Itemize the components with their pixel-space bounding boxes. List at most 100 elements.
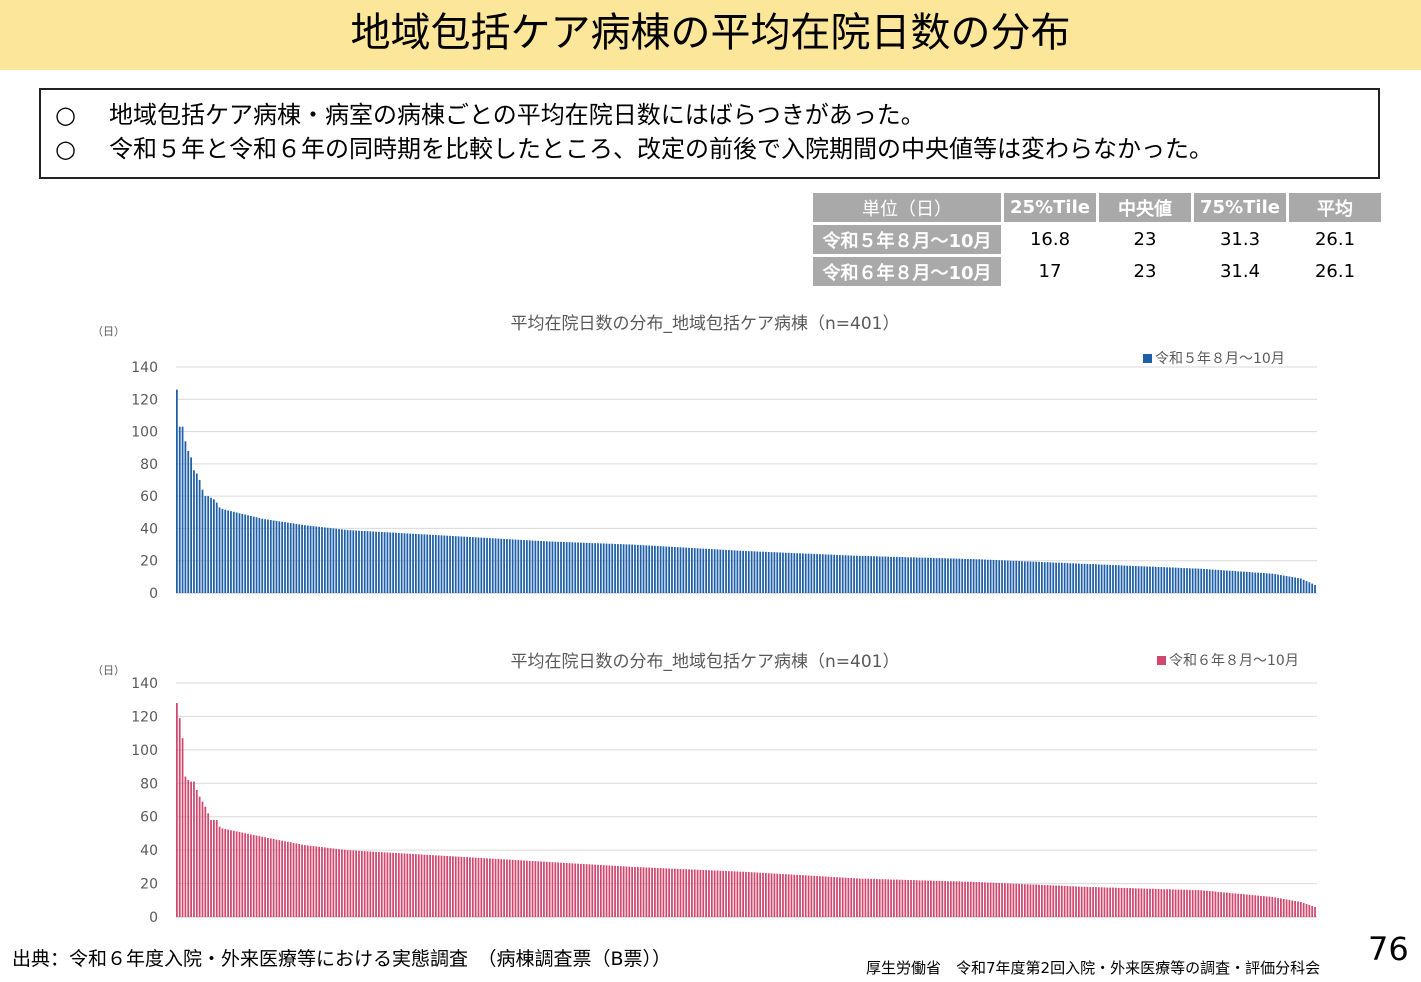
bar — [1117, 565, 1120, 593]
bar — [560, 541, 562, 593]
bar — [875, 556, 878, 593]
bar — [804, 553, 807, 593]
bar — [1274, 574, 1277, 593]
bar — [1106, 887, 1109, 917]
bar — [907, 880, 910, 917]
bar — [904, 557, 907, 593]
bar — [816, 876, 818, 917]
bar — [212, 499, 215, 593]
bar — [1243, 571, 1245, 593]
bar — [1223, 570, 1225, 593]
bar — [500, 538, 503, 593]
page-number: 76 — [1368, 930, 1409, 968]
bar — [1049, 885, 1052, 917]
bar — [1234, 571, 1237, 593]
bar — [392, 852, 395, 917]
bar — [568, 542, 571, 593]
y-tick-label: 100 — [131, 743, 158, 759]
bar — [981, 882, 983, 917]
bar — [847, 877, 850, 917]
bar — [776, 552, 779, 593]
bar — [989, 559, 992, 593]
bar — [565, 863, 568, 917]
bar — [1206, 890, 1208, 917]
bar — [1140, 888, 1143, 917]
bar — [958, 881, 961, 917]
bar — [1058, 885, 1060, 917]
bar — [332, 848, 335, 917]
bar — [275, 520, 278, 593]
bar — [941, 880, 944, 917]
bar — [466, 857, 468, 917]
bar — [212, 820, 215, 917]
bar — [978, 559, 981, 593]
bar — [1106, 564, 1109, 593]
bar — [551, 541, 554, 593]
bar — [673, 546, 676, 593]
bar — [636, 544, 639, 593]
bar — [543, 861, 545, 917]
bar — [312, 846, 315, 917]
bar — [813, 875, 816, 917]
bar — [235, 512, 238, 593]
bar — [403, 533, 406, 593]
stats-row: 令和５年８月～10月 16.8 23 31.3 26.1 — [813, 225, 1381, 254]
bar — [460, 856, 463, 917]
bar — [895, 879, 898, 917]
bar — [369, 531, 372, 593]
bar — [1009, 560, 1012, 593]
bar — [773, 552, 776, 593]
stats-cell: 16.8 — [1029, 229, 1071, 250]
bar — [736, 871, 739, 917]
bar — [1280, 898, 1282, 917]
bar — [801, 553, 804, 593]
bar — [893, 879, 895, 917]
bar — [446, 535, 449, 593]
bar — [878, 556, 881, 593]
bar — [1257, 572, 1260, 593]
bar — [284, 522, 286, 593]
bar — [349, 850, 352, 917]
bar — [483, 537, 486, 593]
bar — [531, 861, 534, 917]
bar — [693, 548, 696, 593]
bar — [477, 537, 480, 593]
bar — [1100, 564, 1103, 593]
bar — [577, 863, 579, 917]
bar — [369, 851, 372, 917]
bar — [611, 865, 614, 917]
bar — [1146, 888, 1149, 917]
bar — [1294, 577, 1296, 593]
bar — [693, 869, 696, 917]
bar — [1089, 564, 1092, 593]
bar — [395, 532, 397, 593]
bar — [281, 521, 284, 593]
bar — [992, 559, 995, 593]
bar — [247, 515, 249, 593]
bar — [355, 850, 358, 917]
bar — [602, 543, 605, 593]
bar — [1018, 561, 1020, 593]
bar — [1075, 563, 1077, 593]
bar — [1268, 896, 1271, 917]
bar — [363, 531, 366, 593]
bar — [736, 550, 739, 593]
bar — [1305, 581, 1308, 593]
bar — [1112, 887, 1114, 917]
bar — [176, 703, 178, 917]
bar — [335, 528, 338, 593]
bar — [1265, 896, 1268, 917]
bar — [329, 528, 332, 593]
bar — [1126, 888, 1129, 917]
bar — [588, 542, 591, 593]
bar — [887, 556, 890, 593]
bar — [1262, 572, 1265, 593]
bar — [1080, 563, 1083, 593]
stats-cell: 23 — [1133, 229, 1157, 250]
bar — [255, 835, 258, 917]
bar — [676, 547, 679, 593]
bar — [355, 530, 358, 593]
bar — [1063, 562, 1066, 593]
bar — [514, 539, 517, 593]
bar — [272, 838, 275, 917]
